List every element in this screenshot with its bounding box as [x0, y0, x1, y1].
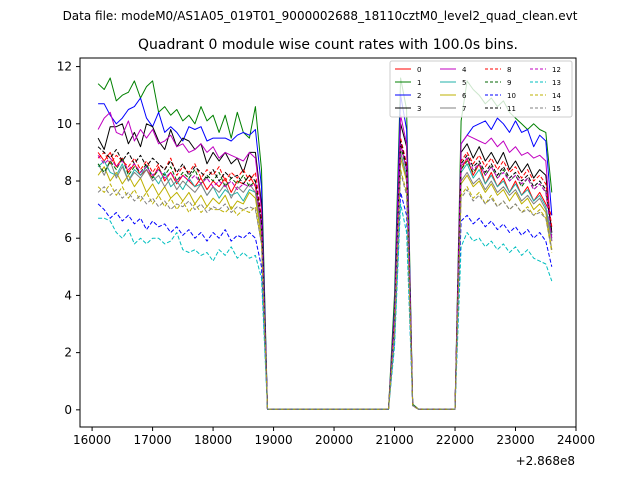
y-axis: 0 2 4 6 8 10 12: [57, 60, 80, 417]
legend-label-4: 4: [462, 66, 467, 74]
x-tick-label: 18000: [194, 433, 232, 447]
x-tick-label: 23000: [496, 433, 534, 447]
series-line-14: [97, 169, 553, 410]
x-tick-label: 19000: [254, 433, 292, 447]
series-line-9: [97, 146, 553, 410]
x-tick-label: 24000: [557, 433, 595, 447]
data-file-label: Data file: modeM0/AS1A05_019T01_90000026…: [63, 9, 578, 23]
legend-label-3: 3: [417, 105, 421, 113]
x-axis-offset-label: +2.868e8: [516, 454, 575, 468]
legend-label-0: 0: [417, 66, 421, 74]
x-tick-label: 20000: [315, 433, 353, 447]
plot-lines: [97, 77, 553, 410]
x-tick-label: 22000: [436, 433, 474, 447]
plot-frame: [79, 57, 577, 428]
legend-label-14: 14: [552, 92, 561, 100]
legend-label-13: 13: [552, 79, 561, 87]
y-tick-label: 8: [64, 174, 72, 188]
legend-label-9: 9: [507, 79, 511, 87]
y-tick-label: 10: [57, 117, 72, 131]
y-tick-label: 6: [64, 231, 72, 245]
series-line-15: [97, 171, 553, 410]
legend-label-2: 2: [417, 92, 421, 100]
legend-label-5: 5: [462, 79, 466, 87]
y-tick-label: 4: [64, 288, 72, 302]
legend-label-11: 11: [507, 105, 516, 113]
legend-label-6: 6: [462, 92, 467, 100]
series-line-10: [97, 191, 553, 410]
legend-label-12: 12: [552, 66, 561, 74]
x-tick-label: 16000: [73, 433, 111, 447]
x-axis: 16000 17000 18000 19000 20000 21000 22000 23000…: [73, 427, 595, 447]
chart-title: Quadrant 0 module wise count rates with …: [138, 37, 518, 53]
legend-label-8: 8: [507, 66, 511, 74]
legend-box: [389, 60, 573, 118]
y-tick-label: 0: [64, 403, 72, 417]
legend-label-7: 7: [462, 105, 466, 113]
x-tick-label: 17000: [133, 433, 171, 447]
y-tick-label: 2: [64, 346, 72, 360]
legend-label-15: 15: [552, 105, 561, 113]
x-tick-label: 21000: [375, 433, 413, 447]
y-tick-label: 12: [57, 60, 72, 74]
legend-label-10: 10: [507, 92, 516, 100]
legend-label-1: 1: [417, 79, 421, 87]
